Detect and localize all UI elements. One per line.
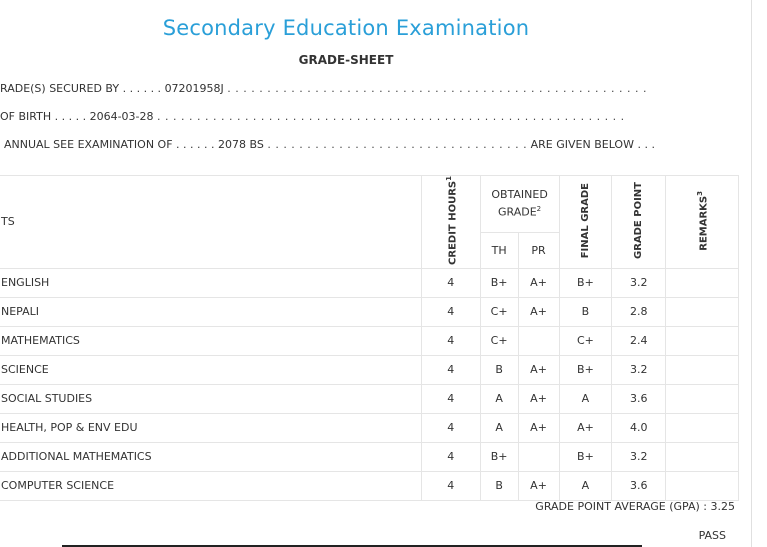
remarks bbox=[665, 354, 739, 385]
theory-grade: B+ bbox=[479, 441, 519, 472]
exam-dots: . . . . . . . . . . . . . . . . . . . . … bbox=[267, 138, 528, 151]
gpa-summary: GRADE POINT AVERAGE (GPA) : 3.25 bbox=[535, 500, 735, 513]
theory-grade: B+ bbox=[479, 267, 519, 298]
bottom-divider bbox=[62, 545, 642, 547]
theory-grade: C+ bbox=[479, 296, 519, 327]
theory-grade: B bbox=[479, 354, 519, 385]
remarks bbox=[665, 267, 739, 298]
dob-dots: . . . . . . . . . . . . . . . . . . . . … bbox=[157, 110, 625, 123]
final-grade: C+ bbox=[558, 325, 613, 356]
result-status: PASS bbox=[698, 529, 726, 542]
subject-name: COMPUTER SCIENCE bbox=[0, 470, 422, 501]
final-grade: B bbox=[558, 296, 613, 327]
credit-hours: 4 bbox=[420, 296, 481, 327]
page-title: Secondary Education Examination bbox=[162, 16, 530, 40]
credit-hours: 4 bbox=[420, 383, 481, 414]
header-final-grade: FINAL GRADE bbox=[558, 175, 613, 269]
practical-grade: A+ bbox=[517, 296, 560, 327]
header-th: TH bbox=[479, 231, 519, 269]
subject-name: SCIENCE bbox=[0, 354, 422, 385]
table-row: COMPUTER SCIENCE 4 B A+ A 3.6 bbox=[0, 470, 739, 501]
symbol-label: RADE(S) SECURED BY . . . . . . bbox=[0, 82, 162, 95]
theory-grade: A bbox=[479, 383, 519, 414]
symbol-dots: . . . . . . . . . . . . . . . . . . . . … bbox=[227, 82, 647, 95]
practical-grade: A+ bbox=[517, 470, 560, 501]
header-credit-hours: CREDIT HOURS1 bbox=[420, 175, 481, 269]
table-row: NEPALI 4 C+ A+ B 2.8 bbox=[0, 296, 739, 327]
grade-point: 3.2 bbox=[611, 267, 667, 298]
table-row: ENGLISH 4 B+ A+ B+ 3.2 bbox=[0, 267, 739, 298]
theory-grade: A bbox=[479, 412, 519, 443]
symbol-value: 07201958J bbox=[164, 82, 224, 95]
final-grade: B+ bbox=[558, 441, 613, 472]
subject-name: ADDITIONAL MATHEMATICS bbox=[0, 441, 422, 472]
final-grade: A bbox=[558, 383, 613, 414]
header-obtained-grade: OBTAINED GRADE2 bbox=[479, 175, 560, 233]
table-row: SOCIAL STUDIES 4 A A+ A 3.6 bbox=[0, 383, 739, 414]
header-subjects: TS bbox=[0, 175, 422, 269]
credit-hours: 4 bbox=[420, 325, 481, 356]
grade-point: 3.6 bbox=[611, 470, 667, 501]
exam-suffix: ARE GIVEN BELOW . . . bbox=[530, 138, 655, 151]
practical-grade: A+ bbox=[517, 267, 560, 298]
exam-value: 2078 BS bbox=[218, 138, 264, 151]
grade-point: 3.6 bbox=[611, 383, 667, 414]
theory-grade: C+ bbox=[479, 325, 519, 356]
credit-hours: 4 bbox=[420, 267, 481, 298]
practical-grade bbox=[517, 325, 560, 356]
subject-name: NEPALI bbox=[0, 296, 422, 327]
final-grade: A+ bbox=[558, 412, 613, 443]
remarks bbox=[665, 470, 739, 501]
practical-grade: A+ bbox=[517, 354, 560, 385]
info-line-dob: OF BIRTH . . . . . 2064-03-28 . . . . . … bbox=[0, 110, 666, 123]
remarks bbox=[665, 296, 739, 327]
remarks bbox=[665, 412, 739, 443]
grade-point: 2.8 bbox=[611, 296, 667, 327]
final-grade: B+ bbox=[558, 354, 613, 385]
credit-hours: 4 bbox=[420, 354, 481, 385]
header-pr: PR bbox=[517, 231, 560, 269]
final-grade: B+ bbox=[558, 267, 613, 298]
table-subheader-row: TH PR bbox=[0, 231, 739, 269]
subject-name: MATHEMATICS bbox=[0, 325, 422, 356]
credit-hours: 4 bbox=[420, 470, 481, 501]
table-row: SCIENCE 4 B A+ B+ 3.2 bbox=[0, 354, 739, 385]
header-remarks: REMARKS3 bbox=[665, 175, 739, 269]
table-header-row: TS CREDIT HOURS1 OBTAINED GRADE2 FINAL G… bbox=[0, 175, 739, 269]
remarks bbox=[665, 441, 739, 472]
page-subtitle: GRADE-SHEET bbox=[298, 53, 394, 67]
table-row: MATHEMATICS 4 C+ C+ 2.4 bbox=[0, 325, 739, 356]
subject-name: HEALTH, POP & ENV EDU bbox=[0, 412, 422, 443]
header-grade-point: GRADE POINT bbox=[611, 175, 667, 269]
grade-point: 3.2 bbox=[611, 354, 667, 385]
grade-point: 3.2 bbox=[611, 441, 667, 472]
theory-grade: B bbox=[479, 470, 519, 501]
dob-value: 2064-03-28 bbox=[89, 110, 154, 123]
practical-grade: A+ bbox=[517, 412, 560, 443]
info-line-symbol: RADE(S) SECURED BY . . . . . . 07201958J… bbox=[0, 82, 666, 95]
grade-point: 2.4 bbox=[611, 325, 667, 356]
credit-hours: 4 bbox=[420, 441, 481, 472]
dob-label: OF BIRTH . . . . . bbox=[0, 110, 87, 123]
table-row: ADDITIONAL MATHEMATICS 4 B+ B+ 3.2 bbox=[0, 441, 739, 472]
info-line-exam: ANNUAL SEE EXAMINATION OF . . . . . . 20… bbox=[4, 138, 670, 151]
grades-table: TS CREDIT HOURS1 OBTAINED GRADE2 FINAL G… bbox=[0, 175, 739, 501]
table-row: HEALTH, POP & ENV EDU 4 A A+ A+ 4.0 bbox=[0, 412, 739, 443]
subject-name: SOCIAL STUDIES bbox=[0, 383, 422, 414]
remarks bbox=[665, 383, 739, 414]
credit-hours: 4 bbox=[420, 412, 481, 443]
practical-grade: A+ bbox=[517, 383, 560, 414]
subject-name: ENGLISH bbox=[0, 267, 422, 298]
remarks bbox=[665, 325, 739, 356]
final-grade: A bbox=[558, 470, 613, 501]
exam-label: ANNUAL SEE EXAMINATION OF . . . . . . bbox=[4, 138, 215, 151]
grade-point: 4.0 bbox=[611, 412, 667, 443]
practical-grade bbox=[517, 441, 560, 472]
